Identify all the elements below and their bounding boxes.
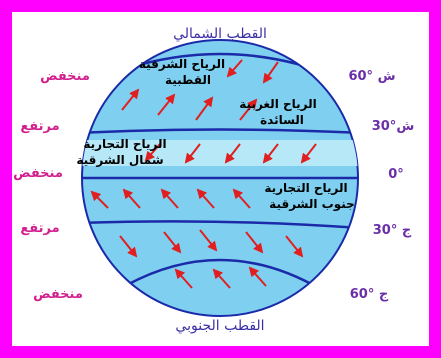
- pressure-label-equator: منخفض: [13, 166, 63, 181]
- latitude-30s-line: [82, 220, 358, 230]
- equatorial-band: [82, 140, 358, 166]
- pressure-label-60s: منخفض: [33, 287, 83, 302]
- polar-easterlies-arrows: [226, 59, 279, 84]
- polar-easterlies-label-line1: الرياح الشرقية: [139, 57, 225, 71]
- latitude-label-60s: 60° ج: [350, 287, 389, 302]
- pressure-label-30s: مرتفع: [20, 221, 59, 236]
- se-trades-arrows: [90, 188, 251, 209]
- ne-trades-label-line2: شمال الشرقية: [76, 153, 163, 167]
- pressure-label-30n: مرتفع: [20, 119, 59, 134]
- latitude-label-30s: 30° ج: [373, 223, 412, 238]
- westerlies-label-line1: الرياح الغربية: [239, 97, 316, 111]
- polar-easterlies-south-arrows: [174, 266, 267, 289]
- pressure-label-60n: منخفض: [40, 69, 90, 84]
- latitude-label-60n: 60° ش: [348, 69, 395, 84]
- latitude-60s-line: [117, 258, 323, 292]
- westerlies-south-arrows: [119, 229, 304, 258]
- latitude-label-equator: 0°: [388, 167, 404, 182]
- latitude-label-30n: 30°ش: [372, 119, 415, 134]
- latitude-30n-line: [82, 128, 358, 135]
- se-trades-label-line1: الرياح التجارية: [264, 181, 347, 195]
- north-pole-label: القطب الشمالي: [173, 26, 267, 42]
- westerlies-label-line2: السائدة: [260, 113, 304, 127]
- polar-easterlies-label-line2: القطبية: [165, 73, 211, 87]
- ne-trades-label-line1: الرياح التجارية: [83, 137, 166, 151]
- westerlies-north-arrows: [121, 88, 258, 121]
- south-pole-label: القطب الجنوبي: [175, 318, 264, 334]
- ne-trades-arrows: [144, 143, 317, 164]
- se-trades-label-line2: جنوب الشرقية: [269, 197, 355, 212]
